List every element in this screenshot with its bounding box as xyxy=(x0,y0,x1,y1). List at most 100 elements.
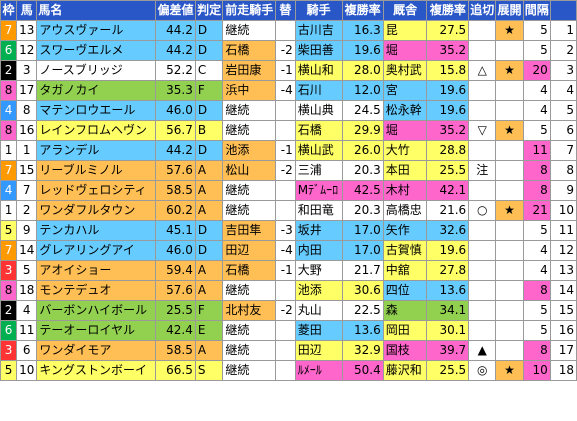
jockey: 柴田善 xyxy=(294,40,343,61)
jockey-rate: 21.7 xyxy=(341,260,384,281)
waku-cell: 8 xyxy=(0,120,18,141)
judge-grade: A xyxy=(194,280,224,301)
row-number: 17 xyxy=(549,340,577,361)
judge-grade: D xyxy=(194,20,224,41)
stable: 四位 xyxy=(382,280,428,301)
row-number: 16 xyxy=(549,320,577,341)
horse-number: 14 xyxy=(16,240,38,261)
row-number: 11 xyxy=(549,220,577,241)
jockey: Mﾃﾞﾑｰﾛ xyxy=(294,180,343,201)
stable: 高橋忠 xyxy=(382,200,428,221)
horse-number: 6 xyxy=(16,340,38,361)
tenkai-mark xyxy=(495,340,524,361)
header-last xyxy=(549,0,577,21)
tenkai-mark xyxy=(495,320,524,341)
table-row: 1 1 アランデル 44.2 D 池添 -1 横山武 26.0 大竹 28.8 11 7 xyxy=(0,140,577,161)
jockey-swap: -2 xyxy=(275,300,296,321)
interval: 10 xyxy=(522,360,551,381)
prev-jockey: 松山 xyxy=(222,160,277,181)
stable: 岡田 xyxy=(382,320,428,341)
deviation-value: 46.0 xyxy=(155,100,196,121)
stable: 中舘 xyxy=(382,260,428,281)
waku-cell: 6 xyxy=(0,320,18,341)
jockey-rate: 16.3 xyxy=(341,20,384,41)
deviation-value: 52.2 xyxy=(155,60,196,81)
judge-grade: A xyxy=(194,200,224,221)
table-row: 8 16 レインフロムヘヴン 56.7 B 継続 石橋 29.9 堀 35.2 ▽ ★ 5 6 xyxy=(0,120,577,141)
stable: 堀 xyxy=(382,120,428,141)
judge-grade: A xyxy=(194,160,224,181)
deviation-value: 57.6 xyxy=(155,280,196,301)
judge-grade: A xyxy=(194,260,224,281)
tenkai-mark: ★ xyxy=(495,200,524,221)
prev-jockey: 田辺 xyxy=(222,240,277,261)
oikiri-mark: 注 xyxy=(468,160,497,181)
deviation-value: 46.0 xyxy=(155,240,196,261)
row-number: 7 xyxy=(549,140,577,161)
jockey: 和田竜 xyxy=(294,200,343,221)
judge-grade: D xyxy=(194,240,224,261)
deviation-value: 25.5 xyxy=(155,300,196,321)
interval: 5 xyxy=(522,120,551,141)
header-jockey: 騎手 xyxy=(294,0,343,21)
prev-jockey: 石橋 xyxy=(222,260,277,281)
waku-cell: 5 xyxy=(0,220,18,241)
tenkai-mark xyxy=(495,40,524,61)
row-number: 4 xyxy=(549,80,577,101)
header-kankaku: 間隔 xyxy=(522,0,551,21)
horse-number: 5 xyxy=(16,260,38,281)
table-row: 7 13 アウスヴァール 44.2 D 継続 古川吉 16.3 昆 27.5 ★ 5 1 xyxy=(0,20,577,41)
waku-cell: 1 xyxy=(0,140,18,161)
interval: 4 xyxy=(522,80,551,101)
stable-rate: 39.7 xyxy=(426,340,470,361)
interval: 21 xyxy=(522,200,551,221)
deviation-value: 56.7 xyxy=(155,120,196,141)
prev-jockey: 吉田隼 xyxy=(222,220,277,241)
judge-grade: D xyxy=(194,140,224,161)
header-prev-jockey: 前走騎手 xyxy=(222,0,277,21)
tenkai-mark: ★ xyxy=(495,360,524,381)
deviation-value: 58.5 xyxy=(155,180,196,201)
deviation-value: 44.2 xyxy=(155,40,196,61)
table-row: 7 15 リーブルミノル 57.6 A 松山 -2 三浦 20.3 本田 25.5 注 8 8 xyxy=(0,160,577,181)
stable: 矢作 xyxy=(382,220,428,241)
interval: 5 xyxy=(522,320,551,341)
deviation-value: 42.4 xyxy=(155,320,196,341)
header-uma: 馬 xyxy=(16,0,38,21)
jockey: 古川吉 xyxy=(294,20,343,41)
stable: 大竹 xyxy=(382,140,428,161)
stable: 藤沢和 xyxy=(382,360,428,381)
jockey-swap xyxy=(275,340,296,361)
judge-grade: C xyxy=(194,60,224,81)
jockey-swap: -1 xyxy=(275,140,296,161)
stable: 古賀慎 xyxy=(382,240,428,261)
oikiri-mark xyxy=(468,40,497,61)
tenkai-mark xyxy=(495,80,524,101)
row-number: 6 xyxy=(549,120,577,141)
jockey-rate: 20.3 xyxy=(341,160,384,181)
oikiri-mark xyxy=(468,20,497,41)
jockey-rate: 17.0 xyxy=(341,240,384,261)
jockey-rate: 19.6 xyxy=(341,40,384,61)
jockey: 田辺 xyxy=(294,340,343,361)
judge-grade: S xyxy=(194,360,224,381)
horse-number: 3 xyxy=(16,60,38,81)
deviation-value: 57.6 xyxy=(155,160,196,181)
prev-jockey: 継続 xyxy=(222,340,277,361)
stable-rate: 30.1 xyxy=(426,320,470,341)
header-stable: 厩舎 xyxy=(382,0,428,21)
deviation-value: 59.4 xyxy=(155,260,196,281)
oikiri-mark: △ xyxy=(468,60,497,81)
jockey-rate: 28.0 xyxy=(341,60,384,81)
prev-jockey: 岩田康 xyxy=(222,60,277,81)
stable: 宮 xyxy=(382,80,428,101)
table-row: 6 11 テーオーロイヤル 42.4 E 継続 菱田 13.6 岡田 30.1 5 16 xyxy=(0,320,577,341)
stable: 昆 xyxy=(382,20,428,41)
horse-name: マテンロウエール xyxy=(36,100,157,121)
table-row: 3 6 ワンダイモア 58.5 A 継続 田辺 32.9 国枝 39.7 ▲ 8 17 xyxy=(0,340,577,361)
stable-rate: 19.6 xyxy=(426,240,470,261)
deviation-value: 66.5 xyxy=(155,360,196,381)
table-row: 8 18 モンテデュオ 57.6 A 継続 池添 30.6 四位 13.6 8 14 xyxy=(0,280,577,301)
jockey: 横山典 xyxy=(294,100,343,121)
header-deviation: 偏差値 xyxy=(155,0,196,21)
